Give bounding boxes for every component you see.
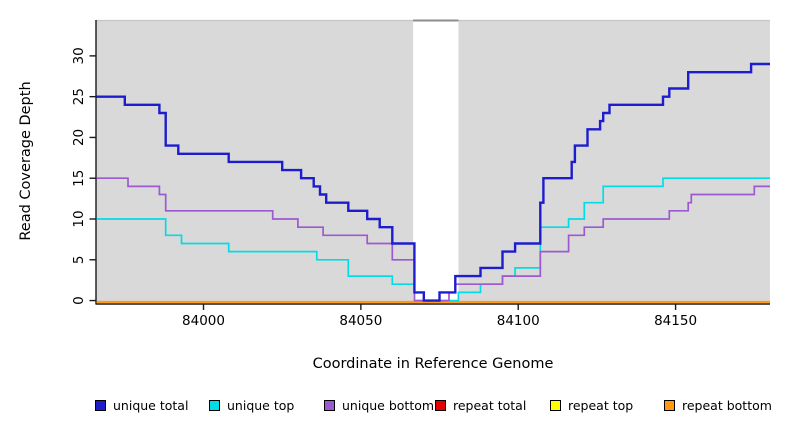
y-tick-label: 10 bbox=[71, 210, 87, 227]
x-tick-label: 84100 bbox=[497, 313, 540, 329]
legend-item-unique-total: unique total bbox=[95, 398, 188, 413]
legend-label: repeat top bbox=[568, 398, 634, 413]
y-tick-label: 20 bbox=[71, 129, 87, 146]
coverage-plot-canvas: 84000 84050 84100 84150 0 5 10 15 20 25 30 bbox=[71, 19, 770, 329]
x-tick-label: 84000 bbox=[182, 313, 225, 329]
x-axis-title: Coordinate in Reference Genome bbox=[312, 356, 554, 372]
legend-swatch bbox=[664, 400, 675, 411]
legend-label: unique bottom bbox=[342, 398, 435, 413]
legend-item-repeat-top: repeat top bbox=[550, 398, 633, 413]
legend-label: unique total bbox=[113, 398, 189, 413]
x-tick-label: 84150 bbox=[654, 313, 697, 329]
legend-label: unique top bbox=[227, 398, 295, 413]
legend-swatch bbox=[435, 400, 446, 411]
legend-swatch bbox=[209, 400, 220, 411]
y-tick-label: 30 bbox=[71, 47, 87, 64]
y-tick-label: 15 bbox=[71, 170, 87, 187]
y-axis-title: Read Coverage Depth bbox=[18, 81, 34, 241]
shaded-region-right bbox=[458, 20, 770, 303]
legend-label: repeat total bbox=[453, 398, 527, 413]
series-unique-top bbox=[96, 177, 770, 302]
series-unique-total bbox=[96, 62, 770, 302]
legend-item-repeat-bottom: repeat bottom bbox=[664, 398, 772, 413]
legend-item-unique-bottom: unique bottom bbox=[324, 398, 434, 413]
y-tick-label: 25 bbox=[71, 88, 87, 105]
legend: unique total unique top unique bottom repea… bbox=[0, 398, 792, 416]
legend-swatch bbox=[550, 400, 561, 411]
y-tick-label: 5 bbox=[71, 255, 87, 264]
legend-swatch bbox=[324, 400, 335, 411]
legend-item-repeat-total: repeat total bbox=[435, 398, 526, 413]
legend-swatch bbox=[95, 400, 106, 411]
x-tick-label: 84050 bbox=[339, 313, 382, 329]
y-tick-label: 0 bbox=[71, 296, 87, 305]
legend-item-unique-top: unique top bbox=[209, 398, 294, 413]
legend-label: repeat bottom bbox=[682, 398, 772, 413]
